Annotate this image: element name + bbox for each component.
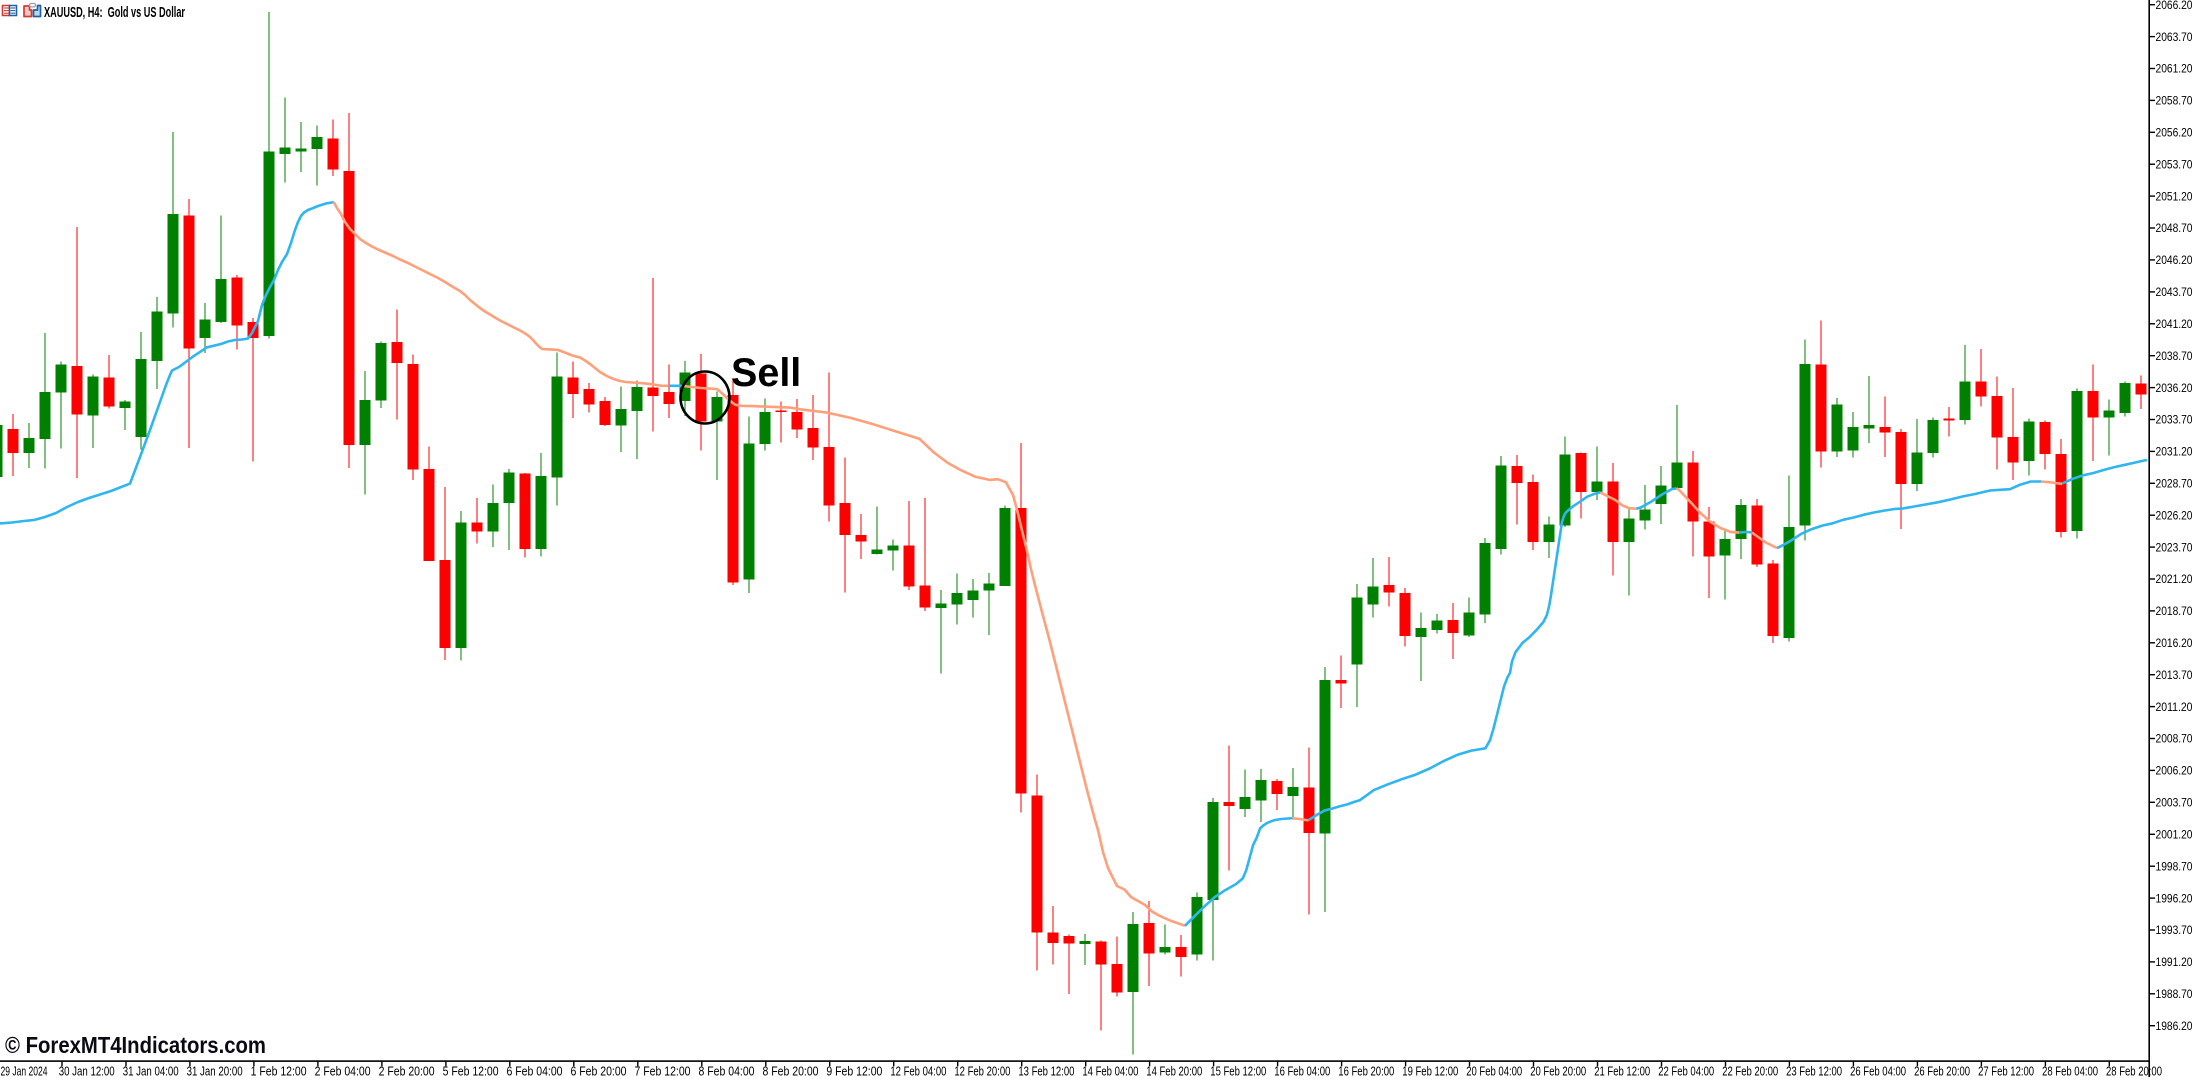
svg-text:1988.70: 1988.70	[2156, 987, 2193, 1001]
svg-text:14 Feb 20:00: 14 Feb 20:00	[1146, 1065, 1202, 1077]
svg-text:2023.70: 2023.70	[2156, 540, 2193, 554]
svg-text:22 Feb 04:00: 22 Feb 04:00	[1658, 1065, 1714, 1077]
svg-text:2011.20: 2011.20	[2156, 700, 2193, 714]
svg-text:28 Feb 20:00: 28 Feb 20:00	[2106, 1065, 2162, 1077]
svg-text:1996.20: 1996.20	[2156, 891, 2193, 905]
svg-text:1986.20: 1986.20	[2156, 1019, 2193, 1033]
svg-text:© ForexMT4Indicators.com: © ForexMT4Indicators.com	[5, 1032, 266, 1058]
svg-text:2 Feb 20:00: 2 Feb 20:00	[379, 1065, 435, 1077]
svg-text:1998.70: 1998.70	[2156, 859, 2193, 873]
svg-text:29 Jan 2024: 29 Jan 2024	[1, 1065, 48, 1077]
svg-text:14 Feb 04:00: 14 Feb 04:00	[1082, 1065, 1138, 1077]
svg-text:2048.70: 2048.70	[2156, 221, 2193, 235]
svg-text:20 Feb 20:00: 20 Feb 20:00	[1530, 1065, 1586, 1077]
svg-text:2013.70: 2013.70	[2156, 668, 2193, 682]
svg-text:16 Feb 20:00: 16 Feb 20:00	[1338, 1065, 1394, 1077]
svg-text:2001.20: 2001.20	[2156, 828, 2193, 842]
svg-text:1991.20: 1991.20	[2156, 955, 2193, 969]
svg-text:2038.70: 2038.70	[2156, 349, 2193, 363]
svg-text:6 Feb 20:00: 6 Feb 20:00	[571, 1065, 627, 1077]
svg-text:2033.70: 2033.70	[2156, 413, 2193, 427]
svg-text:2036.20: 2036.20	[2156, 381, 2193, 395]
svg-text:2018.70: 2018.70	[2156, 604, 2193, 618]
svg-text:2016.20: 2016.20	[2156, 636, 2193, 650]
svg-text:2028.70: 2028.70	[2156, 477, 2193, 491]
svg-text:5 Feb 12:00: 5 Feb 12:00	[443, 1065, 499, 1077]
svg-text:31 Jan 20:00: 31 Jan 20:00	[187, 1065, 243, 1077]
svg-text:8 Feb 04:00: 8 Feb 04:00	[699, 1065, 755, 1077]
svg-text:13 Feb 12:00: 13 Feb 12:00	[1018, 1065, 1074, 1077]
svg-text:8 Feb 20:00: 8 Feb 20:00	[763, 1065, 819, 1077]
svg-text:2041.20: 2041.20	[2156, 317, 2193, 331]
svg-text:26 Feb 20:00: 26 Feb 20:00	[1914, 1065, 1970, 1077]
svg-text:12 Feb 04:00: 12 Feb 04:00	[890, 1065, 946, 1077]
svg-text:2061.20: 2061.20	[2156, 62, 2193, 76]
svg-text:6 Feb 04:00: 6 Feb 04:00	[507, 1065, 563, 1077]
svg-text:28 Feb 04:00: 28 Feb 04:00	[2042, 1065, 2098, 1077]
svg-text:12 Feb 20:00: 12 Feb 20:00	[954, 1065, 1010, 1077]
svg-text:16 Feb 04:00: 16 Feb 04:00	[1274, 1065, 1330, 1077]
svg-text:15 Feb 12:00: 15 Feb 12:00	[1210, 1065, 1266, 1077]
svg-text:2058.70: 2058.70	[2156, 94, 2193, 108]
svg-text:2 Feb 04:00: 2 Feb 04:00	[315, 1065, 371, 1077]
svg-text:31 Jan 04:00: 31 Jan 04:00	[123, 1065, 179, 1077]
svg-text:XAUUSD, H4: Gold vs US Dollar: XAUUSD, H4: Gold vs US Dollar	[44, 5, 185, 21]
svg-text:2031.20: 2031.20	[2156, 445, 2193, 459]
svg-text:2008.70: 2008.70	[2156, 732, 2193, 746]
svg-text:1 Feb 12:00: 1 Feb 12:00	[251, 1065, 307, 1077]
svg-text:2026.20: 2026.20	[2156, 508, 2193, 522]
svg-text:26 Feb 04:00: 26 Feb 04:00	[1850, 1065, 1906, 1077]
svg-text:2021.20: 2021.20	[2156, 572, 2193, 586]
svg-text:19 Feb 12:00: 19 Feb 12:00	[1402, 1065, 1458, 1077]
svg-text:7 Feb 12:00: 7 Feb 12:00	[635, 1065, 691, 1077]
svg-text:2003.70: 2003.70	[2156, 796, 2193, 810]
svg-text:2043.70: 2043.70	[2156, 285, 2193, 299]
svg-text:20 Feb 04:00: 20 Feb 04:00	[1466, 1065, 1522, 1077]
svg-text:2053.70: 2053.70	[2156, 157, 2193, 171]
svg-text:23 Feb 12:00: 23 Feb 12:00	[1786, 1065, 1842, 1077]
svg-text:22 Feb 20:00: 22 Feb 20:00	[1722, 1065, 1778, 1077]
svg-text:2051.20: 2051.20	[2156, 189, 2193, 203]
svg-text:2046.20: 2046.20	[2156, 253, 2193, 267]
svg-text:2063.70: 2063.70	[2156, 30, 2193, 44]
svg-text:2006.20: 2006.20	[2156, 764, 2193, 778]
svg-text:21 Feb 12:00: 21 Feb 12:00	[1594, 1065, 1650, 1077]
svg-text:1993.70: 1993.70	[2156, 923, 2193, 937]
svg-text:Sell: Sell	[731, 351, 801, 395]
svg-text:2056.20: 2056.20	[2156, 126, 2193, 140]
svg-text:9 Feb 12:00: 9 Feb 12:00	[826, 1065, 882, 1077]
svg-text:2066.20: 2066.20	[2156, 0, 2193, 12]
svg-text:30 Jan 12:00: 30 Jan 12:00	[59, 1065, 115, 1077]
svg-text:27 Feb 12:00: 27 Feb 12:00	[1978, 1065, 2034, 1077]
